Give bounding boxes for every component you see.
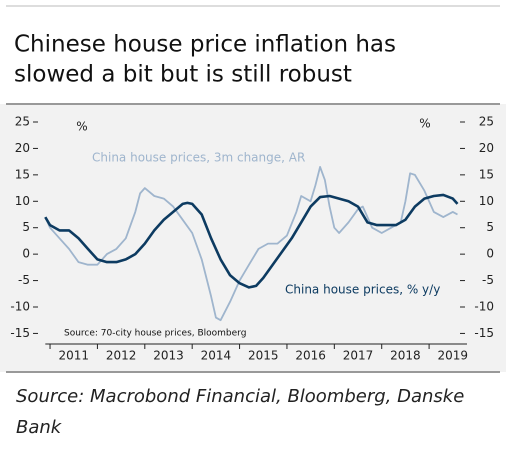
x-tick-label: 2018 — [390, 349, 421, 363]
x-tick-label: 2012 — [106, 349, 137, 363]
y-tick-label: -15 — [10, 326, 30, 340]
y-tick-label: 10 — [15, 194, 30, 208]
y-tick-label: -10 — [10, 300, 30, 314]
source: Source: Macrobond Financial, Bloomberg, … — [16, 386, 464, 407]
y2-tick-label: -5 — [482, 273, 494, 287]
y2-unit: % — [419, 117, 430, 131]
source: Bank — [16, 417, 63, 438]
plot-background — [0, 104, 506, 372]
series-line — [44, 193, 459, 289]
series-label: China house prices, 3m change, AR — [92, 151, 305, 165]
y-tick-label: 0 — [22, 247, 30, 261]
x-tick-label: 2016 — [295, 349, 326, 363]
chart-title: slowed a bit but is still robust — [14, 62, 352, 88]
x-tick-label: 2013 — [153, 349, 184, 363]
y-tick-label: 25 — [15, 115, 30, 129]
y2-tick-label: 25 — [479, 115, 494, 129]
inner-source: Source: 70-city house prices, Bloomberg — [64, 329, 246, 339]
series-label: China house prices, % y/y — [285, 283, 440, 297]
y-tick-label: 20 — [15, 141, 30, 155]
y-tick-label: 15 — [15, 167, 30, 181]
x-tick-label: 2015 — [248, 349, 279, 363]
x-tick-label: 2011 — [58, 349, 89, 363]
y2-tick-label: 0 — [486, 247, 494, 261]
x-tick-label: 2019 — [438, 349, 469, 363]
y-tick-label: 5 — [22, 220, 30, 234]
x-tick-label: 2014 — [201, 349, 232, 363]
y2-tick-label: -10 — [474, 300, 494, 314]
x-tick-label: 2017 — [343, 349, 374, 363]
y2-tick-label: 15 — [479, 167, 494, 181]
y2-tick-label: -15 — [474, 326, 494, 340]
y2-tick-label: 5 — [486, 220, 494, 234]
y2-tick-label: 10 — [479, 194, 494, 208]
y-tick-label: -5 — [18, 273, 30, 287]
y-unit: % — [76, 120, 87, 134]
chart-title: Chinese house price inflation has — [14, 32, 396, 58]
y2-tick-label: 20 — [479, 141, 494, 155]
